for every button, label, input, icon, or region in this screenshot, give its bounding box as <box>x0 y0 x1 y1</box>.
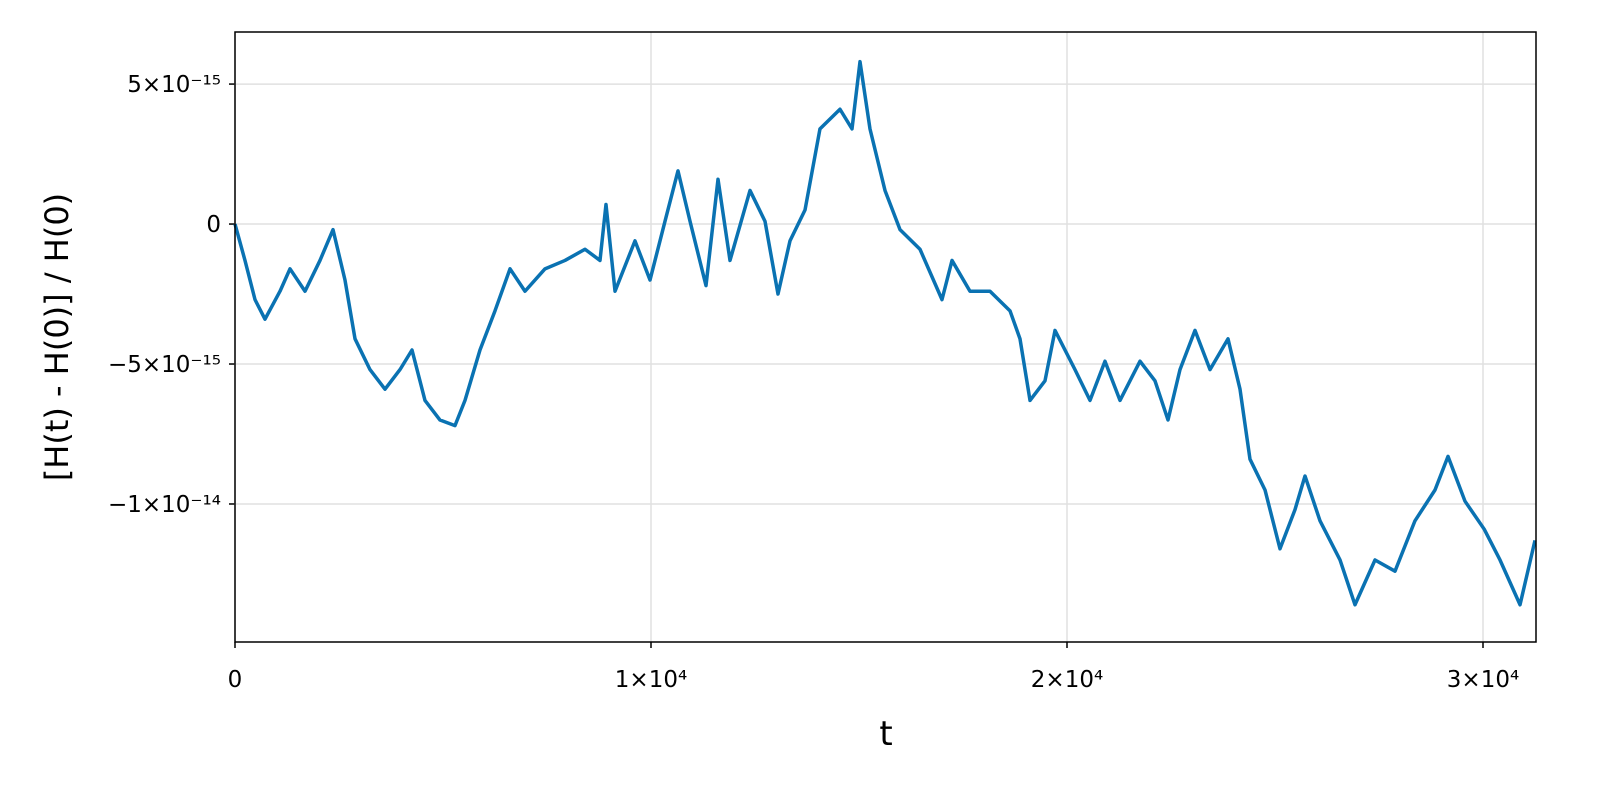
x-tick-label: 1×10⁴ <box>615 667 687 693</box>
y-tick-label: −5×10⁻¹⁵ <box>108 352 221 378</box>
y-tick-label: 0 <box>206 212 221 238</box>
x-tick-label: 3×10⁴ <box>1447 667 1519 693</box>
y-axis-label: [H(t) - H(0)] / H(0) <box>38 193 76 481</box>
y-tick-label: 5×10⁻¹⁵ <box>127 72 221 98</box>
y-tick-label: −1×10⁻¹⁴ <box>108 492 221 518</box>
plot-frame <box>234 31 1537 643</box>
x-tick-label: 0 <box>228 667 243 693</box>
data-line <box>233 59 1537 607</box>
x-axis-label: t <box>879 714 892 754</box>
x-tick-label: 2×10⁴ <box>1031 667 1103 693</box>
